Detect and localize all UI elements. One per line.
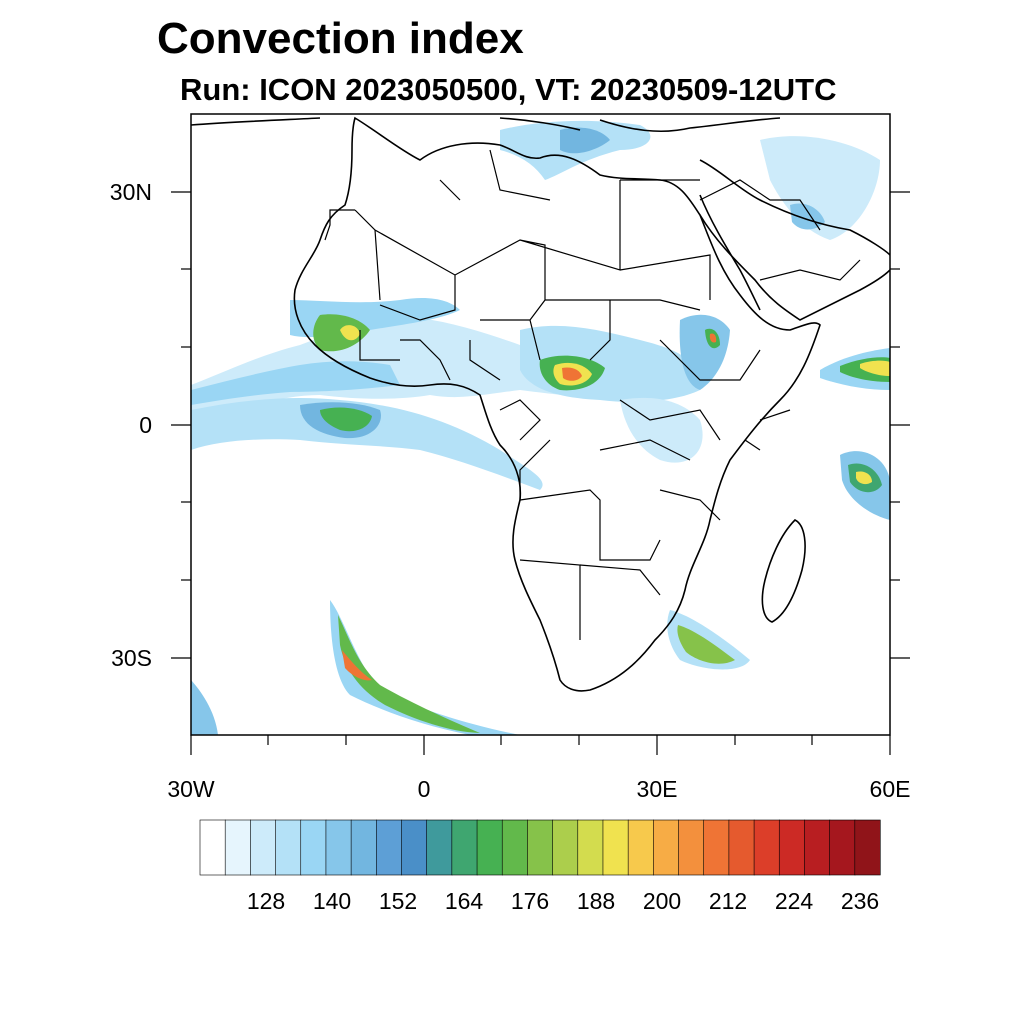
- colorbar-swatch: [602, 819, 629, 876]
- colorbar-swatch: [250, 819, 277, 876]
- madagascar-coastline: [761, 519, 806, 623]
- convection-area: [191, 680, 218, 735]
- colorbar-swatch: [199, 819, 226, 876]
- convection-area: [191, 361, 400, 405]
- colorbar-swatch: [375, 819, 403, 876]
- colorbar-label: 224: [774, 888, 814, 914]
- colorbar-swatch: [350, 819, 377, 876]
- convection-field: [191, 120, 890, 735]
- africa-coastline: [293, 116, 821, 692]
- colorbar-swatch: [552, 819, 579, 876]
- convection-area: [560, 127, 610, 154]
- convection-area: [760, 136, 880, 240]
- colorbar-swatch: [275, 819, 302, 876]
- colorbar-label: 212: [708, 888, 748, 914]
- convection-area: [856, 471, 872, 485]
- lon-tick-label: 30W: [167, 776, 215, 802]
- colorbar-swatch: [401, 819, 428, 876]
- colorbar-swatch: [451, 819, 478, 876]
- colorbar-swatch: [300, 819, 327, 876]
- convection-area: [320, 407, 372, 432]
- colorbar-swatch: [703, 819, 730, 876]
- colorbar-swatch: [804, 819, 831, 876]
- lon-tick-label: 0: [417, 776, 431, 802]
- convection-area: [860, 360, 890, 376]
- colorbar-swatch: [577, 819, 604, 876]
- convection-area: [191, 398, 543, 490]
- colorbar-swatch: [778, 819, 806, 876]
- colorbar-swatch: [224, 819, 251, 876]
- colorbar-swatch: [325, 819, 352, 876]
- colorbar-swatch: [653, 819, 680, 876]
- coastlines: [191, 116, 890, 692]
- europe-coastline: [191, 117, 781, 133]
- map-subtitle: Run: ICON 2023050500, VT: 20230509-12UTC: [180, 72, 837, 107]
- redsea-coastline: [699, 194, 761, 311]
- convection-area: [679, 314, 730, 390]
- colorbar-label: 140: [312, 888, 352, 914]
- convection-area: [709, 333, 717, 343]
- colorbar-swatch: [854, 819, 881, 876]
- colorbar-swatch: [426, 819, 453, 876]
- colorbar-label: 176: [510, 888, 550, 914]
- colorbar-label: 200: [642, 888, 682, 914]
- colorbar-swatch: [527, 819, 554, 876]
- colorbar-swatch: [728, 819, 755, 876]
- lat-tick-label: 0: [139, 412, 152, 438]
- convection-area: [677, 625, 735, 664]
- convection-area: [340, 325, 360, 341]
- colorbar-swatch: [678, 819, 705, 876]
- convection-area: [330, 600, 520, 735]
- colorbar-swatch: [829, 819, 856, 876]
- lat-tick-label: 30N: [109, 179, 152, 205]
- colorbar-swatch: [476, 819, 503, 876]
- convection-area: [667, 610, 750, 670]
- border-line: [324, 149, 861, 640]
- colorbar-swatch: [753, 819, 780, 876]
- axis-ticks: [171, 191, 910, 755]
- lon-tick-label: 30E: [636, 776, 678, 802]
- convection-area: [342, 650, 372, 681]
- lat-tick-label: 30S: [111, 645, 152, 671]
- colorbar-label: 188: [576, 888, 616, 914]
- lon-tick-label: 60E: [869, 776, 911, 802]
- convection-area: [562, 367, 582, 381]
- colorbar: [199, 819, 881, 876]
- colorbar-label: 152: [378, 888, 418, 914]
- colorbar-swatch: [501, 819, 529, 876]
- convection-area: [338, 615, 480, 733]
- country-borders: [324, 149, 861, 640]
- colorbar-label: 164: [444, 888, 484, 914]
- map-title: Convection index: [157, 14, 524, 63]
- colorbar-swatch: [627, 819, 654, 876]
- colorbar-label: 128: [246, 888, 286, 914]
- colorbar-label: 236: [840, 888, 880, 914]
